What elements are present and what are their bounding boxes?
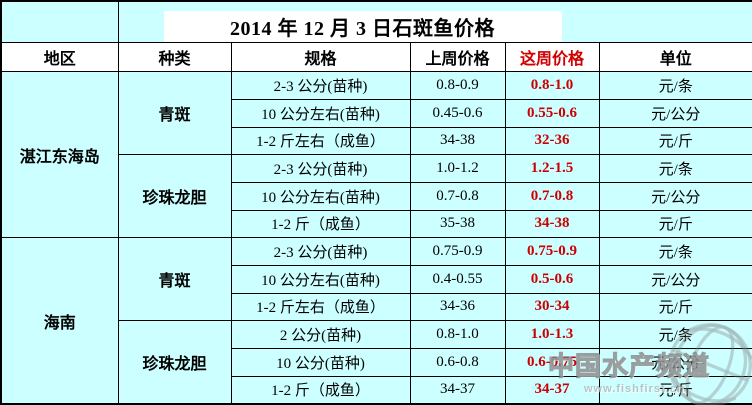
table-row: 1-2 斤左右（成鱼） 34-38 32-36 元/斤 (1, 126, 752, 156)
spec-cell: 2 公分(苗种) (230, 320, 411, 349)
this-week-price: 32-36 (504, 126, 600, 156)
unit-cell: 元/条 (598, 237, 752, 266)
spec-cell: 10 公分左右(苗种) (230, 264, 411, 294)
last-week-price: 0.45-0.6 (409, 98, 506, 128)
last-week-price: 34-38 (409, 126, 506, 156)
unit-cell: 元/斤 (598, 292, 752, 322)
spec-cell: 2-3 公分(苗种) (230, 154, 411, 183)
unit-cell: 元/公分 (598, 181, 752, 211)
spec-cell: 2-3 公分(苗种) (230, 237, 411, 266)
last-week-price: 0.6-0.8 (409, 347, 506, 377)
last-week-price: 0.7-0.8 (409, 181, 506, 211)
header-region: 地区 (0, 41, 119, 73)
this-week-price: 0.75-0.9 (504, 237, 600, 266)
unit-cell: 元/公分 (598, 98, 752, 128)
table-row: 10 公分左右(苗种) 0.4-0.55 0.5-0.6 元/公分 (1, 264, 752, 294)
unit-cell: 元/斤 (598, 126, 752, 156)
table-title-cell: 2014 年 12 月 3 日石斑鱼价格 (117, 0, 752, 43)
unit-cell: 元/条 (598, 154, 752, 183)
unit-cell: 元/斤 (598, 209, 752, 239)
last-week-price: 0.8-1.0 (409, 320, 506, 349)
title-row: 2014 年 12 月 3 日石斑鱼价格 (0, 0, 752, 43)
last-week-price: 0.4-0.55 (409, 264, 506, 294)
unit-cell: 元/斤 (598, 375, 752, 405)
this-week-price: 1.0-1.3 (504, 320, 600, 349)
this-week-price: 34-37 (504, 375, 600, 405)
unit-cell: 元/公分 (598, 264, 752, 294)
last-week-price: 0.8-0.9 (409, 71, 506, 100)
table-row: 湛江东海岛 青斑 2-3 公分(苗种) 0.8-0.9 0.8-1.0 元/条 (0, 71, 752, 239)
table-row: 1-2 斤（成鱼） 35-38 34-38 元/斤 (1, 209, 752, 239)
table-row: 珍珠龙胆 2 公分(苗种) 0.8-1.0 1.0-1.3 元/条 (1, 320, 752, 405)
spec-cell: 10 公分左右(苗种) (230, 181, 411, 211)
unit-cell: 元/公分 (598, 347, 752, 377)
corner-cell (0, 0, 119, 43)
header-this-week: 这周价格 (504, 41, 600, 73)
spec-cell: 1-2 斤左右（成鱼） (230, 292, 411, 322)
species-cell: 青斑 (117, 237, 232, 322)
species-cell: 珍珠龙胆 (117, 154, 232, 239)
last-week-price: 35-38 (409, 209, 506, 239)
spec-cell: 1-2 斤（成鱼） (230, 209, 411, 239)
species-cell: 珍珠龙胆 (117, 320, 232, 405)
header-last-week: 上周价格 (409, 41, 506, 73)
spec-cell: 2-3 公分(苗种) (230, 71, 411, 100)
region-cell: 湛江东海岛 (0, 71, 119, 239)
unit-cell: 元/条 (598, 320, 752, 349)
page-title: 2014 年 12 月 3 日石斑鱼价格 (163, 11, 562, 42)
this-week-price: 0.55-0.6 (504, 98, 600, 128)
spec-cell: 10 公分(苗种) (230, 347, 411, 377)
table-row: 珍珠龙胆 2-3 公分(苗种) 1.0-1.2 1.2-1.5 元/条 (1, 154, 752, 239)
last-week-price: 34-36 (409, 292, 506, 322)
table-row: 海南 青斑 2-3 公分(苗种) 0.75-0.9 0.75-0.9 元/条 (0, 237, 752, 405)
header-unit: 单位 (598, 41, 752, 73)
spec-cell: 1-2 斤左右（成鱼） (230, 126, 411, 156)
this-week-price: 34-38 (504, 209, 600, 239)
last-week-price: 1.0-1.2 (409, 154, 506, 183)
this-week-price: 0.8-1.0 (504, 71, 600, 100)
region-cell: 海南 (0, 237, 119, 405)
this-week-price: 1.2-1.5 (504, 154, 600, 183)
species-cell: 青斑 (117, 71, 232, 156)
spec-cell: 1-2 斤（成鱼） (230, 375, 411, 405)
table-row: 1-2 斤左右（成鱼） 34-36 30-34 元/斤 (1, 292, 752, 322)
unit-cell: 元/条 (598, 71, 752, 100)
last-week-price: 0.75-0.9 (409, 237, 506, 266)
header-species: 种类 (117, 41, 232, 73)
last-week-price: 34-37 (409, 375, 506, 405)
this-week-price: 0.5-0.6 (504, 264, 600, 294)
header-spec: 规格 (230, 41, 411, 73)
this-week-price: 0.7-0.8 (504, 181, 600, 211)
table-row: 10 公分左右(苗种) 0.45-0.6 0.55-0.6 元/公分 (1, 98, 752, 128)
this-week-price: 30-34 (504, 292, 600, 322)
column-header-row: 地区 种类 规格 上周价格 这周价格 单位 (0, 41, 752, 73)
table-row: 1-2 斤（成鱼） 34-37 34-37 元/斤 (1, 375, 752, 405)
table-row: 10 公分(苗种) 0.6-0.8 0.6-0.75 元/公分 (1, 347, 752, 377)
this-week-price: 0.6-0.75 (504, 347, 600, 377)
spec-cell: 10 公分左右(苗种) (230, 98, 411, 128)
